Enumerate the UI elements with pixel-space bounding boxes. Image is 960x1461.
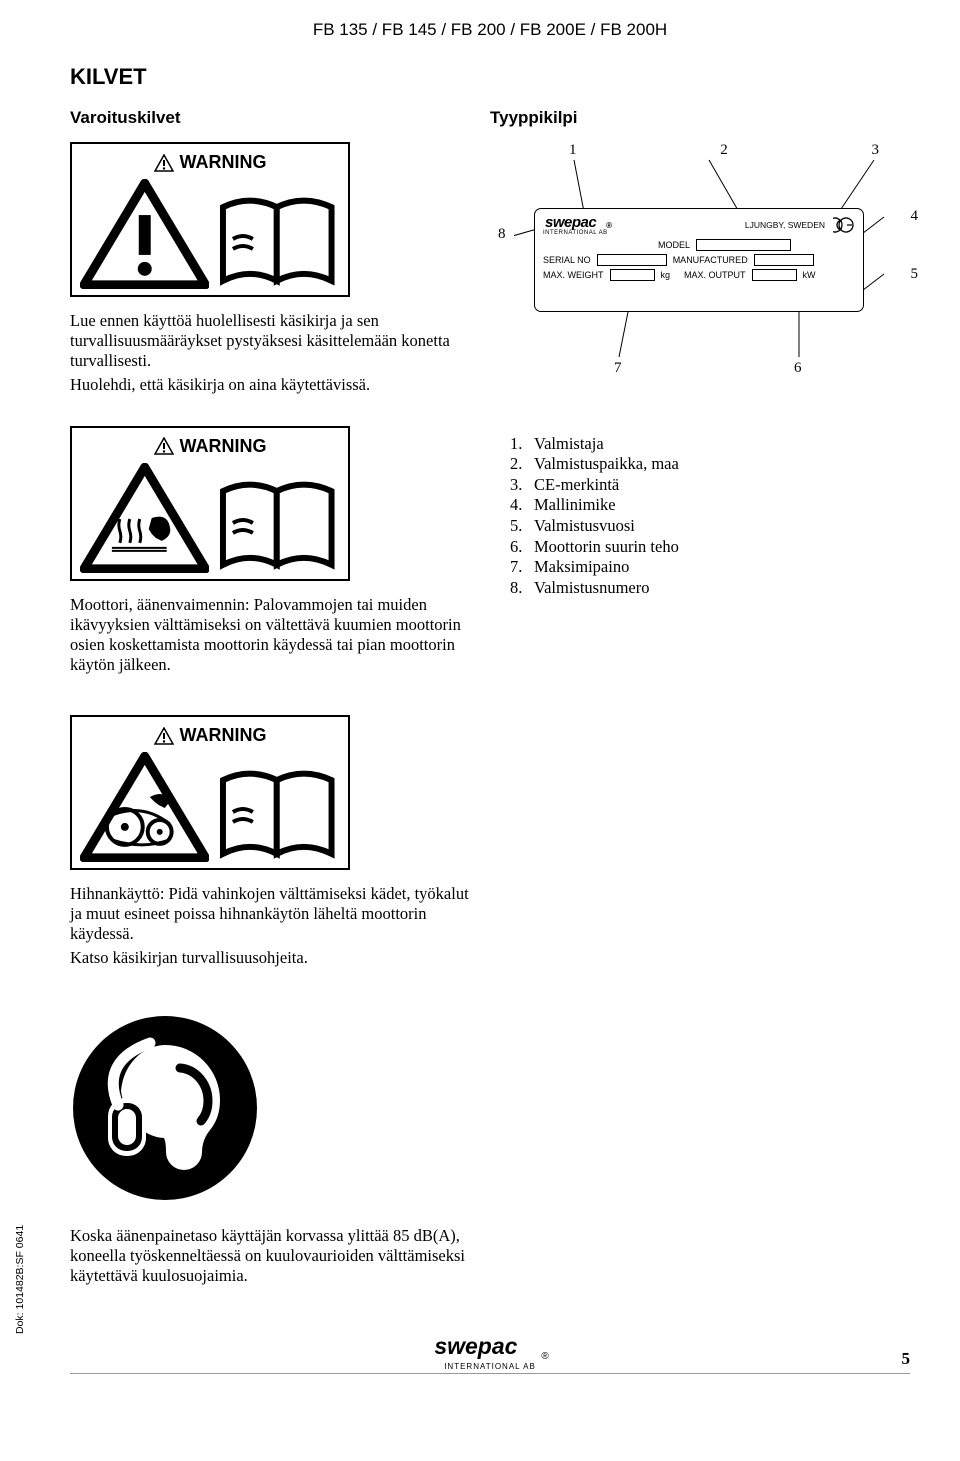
small-warning-triangle-icon (154, 727, 174, 745)
ear-protection-icon (70, 1013, 260, 1203)
legend-t-5: Moottorin suurin teho (534, 537, 679, 558)
footer-brand-sub: INTERNATIONAL AB (444, 1362, 536, 1371)
legend-t-4: Valmistusvuosi (534, 516, 635, 537)
legend-n-4: 5. (510, 516, 534, 537)
typeplate-brand-sub: INTERNATIONAL AB (543, 230, 611, 236)
warning-block-2: WARNING Moottori, äänenvaimennin: Palova… (70, 426, 490, 676)
typeplate-box: swepac® INTERNATIONAL AB LJUNGBY, SWEDEN… (534, 208, 864, 312)
warning-icons-row-3 (80, 752, 340, 862)
legend-n-6: 7. (510, 557, 534, 578)
section-title: KILVET (70, 64, 910, 90)
warning-triangle-icon (80, 179, 209, 289)
small-warning-triangle-icon (154, 437, 174, 455)
caption-1b: Huolehdi, että käsikirja on aina käytett… (70, 375, 480, 395)
warning-word-1: WARNING (180, 152, 267, 173)
doc-reference: Dok: 101482B:SF 0641 (14, 1225, 26, 1334)
tp-serial-label: SERIAL NO (543, 255, 591, 265)
warning-block-1: WARNING Lue ennen käyttöä huolellisesti … (70, 142, 490, 396)
warning-icons-row-1 (80, 179, 340, 289)
manual-book-icon (215, 473, 340, 573)
svg-text:swepac: swepac (434, 1335, 517, 1359)
warning-icons-row-2 (80, 463, 340, 573)
legend-block: 1.Valmistaja 2.Valmistuspaikka, maa 3.CE… (510, 426, 910, 599)
legend-t-1: Valmistuspaikka, maa (534, 454, 679, 475)
svg-text:swepac: swepac (545, 214, 597, 230)
block-row-2: WARNING Moottori, äänenvaimennin: Palova… (70, 426, 910, 676)
tp-manufactured-field (754, 254, 814, 266)
legend-t-7: Valmistusnumero (534, 578, 650, 599)
manual-book-icon (215, 189, 340, 289)
typeplate-diagram: 1 2 3 4 5 8 7 6 (514, 142, 904, 382)
caption-4: Koska äänenpainetaso käyttäjän korvassa … (70, 1226, 480, 1286)
tp-maxw-field (610, 269, 655, 281)
warning-label-2: WARNING (70, 426, 350, 581)
footer-page-number: 5 (902, 1349, 911, 1369)
tp-manufactured-label: MANUFACTURED (673, 255, 748, 265)
warning-word-2: WARNING (180, 436, 267, 457)
tp-maxout-label: MAX. OUTPUT (684, 270, 746, 280)
left-subtitle: Varoituskilvet (70, 108, 490, 128)
legend-n-7: 8. (510, 578, 534, 599)
caption-2: Moottori, äänenvaimennin: Palovammojen t… (70, 595, 480, 676)
callout-4: 4 (911, 208, 919, 225)
warning-word-3: WARNING (180, 725, 267, 746)
legend-n-5: 6. (510, 537, 534, 558)
tp-serial-field (597, 254, 667, 266)
footer-brand: swepac® INTERNATIONAL AB (431, 1335, 548, 1371)
typeplate-brand-logo: swepac® (543, 214, 611, 230)
ce-mark-icon (833, 217, 855, 233)
callout-8: 8 (498, 226, 506, 243)
manual-book-icon (215, 762, 340, 862)
page-footer: swepac® INTERNATIONAL AB 5 (70, 1336, 910, 1374)
tp-maxw-label: MAX. WEIGHT (543, 270, 604, 280)
legend-t-6: Maksimipaino (534, 557, 629, 578)
callout-5: 5 (911, 266, 919, 283)
hot-surface-icon (80, 463, 209, 573)
legend-n-0: 1. (510, 434, 534, 455)
caption-3a: Hihnankäyttö: Pidä vahinkojen välttämise… (70, 884, 480, 944)
warning-label-1: WARNING (70, 142, 350, 297)
warning-label-3: WARNING (70, 715, 350, 870)
small-warning-triangle-icon (154, 154, 174, 172)
page-models-header: FB 135 / FB 145 / FB 200 / FB 200E / FB … (70, 20, 910, 40)
tp-model-field (696, 239, 791, 251)
tp-kw: kW (803, 270, 816, 280)
legend-n-2: 3. (510, 475, 534, 496)
legend-t-0: Valmistaja (534, 434, 604, 455)
tp-model-label: MODEL (658, 240, 690, 250)
right-subtitle: Tyyppikilpi (490, 108, 578, 128)
legend-t-2: CE-merkintä (534, 475, 619, 496)
ear-protection-block: Koska äänenpainetaso käyttäjän korvassa … (70, 999, 910, 1286)
caption-3b: Katso käsikirjan turvallisuusohjeita. (70, 948, 480, 968)
typeplate-block: 1 2 3 4 5 8 7 6 (510, 142, 910, 382)
legend-t-3: Mallinimike (534, 495, 616, 516)
warning-block-3: WARNING Hihnankäyttö: Pidä vahinkojen vä… (70, 715, 910, 969)
tp-kg: kg (661, 270, 671, 280)
caption-1: Lue ennen käyttöä huolellisesti käsikirj… (70, 311, 480, 371)
legend-n-1: 2. (510, 454, 534, 475)
typeplate-location: LJUNGBY, SWEDEN (745, 220, 825, 230)
block-row-1: WARNING Lue ennen käyttöä huolellisesti … (70, 142, 910, 396)
typeplate-legend: 1.Valmistaja 2.Valmistuspaikka, maa 3.CE… (510, 434, 910, 599)
section-subtitles-row: Varoituskilvet Tyyppikilpi (70, 108, 910, 128)
belt-drive-icon (80, 752, 209, 862)
tp-maxout-field (752, 269, 797, 281)
legend-n-3: 4. (510, 495, 534, 516)
